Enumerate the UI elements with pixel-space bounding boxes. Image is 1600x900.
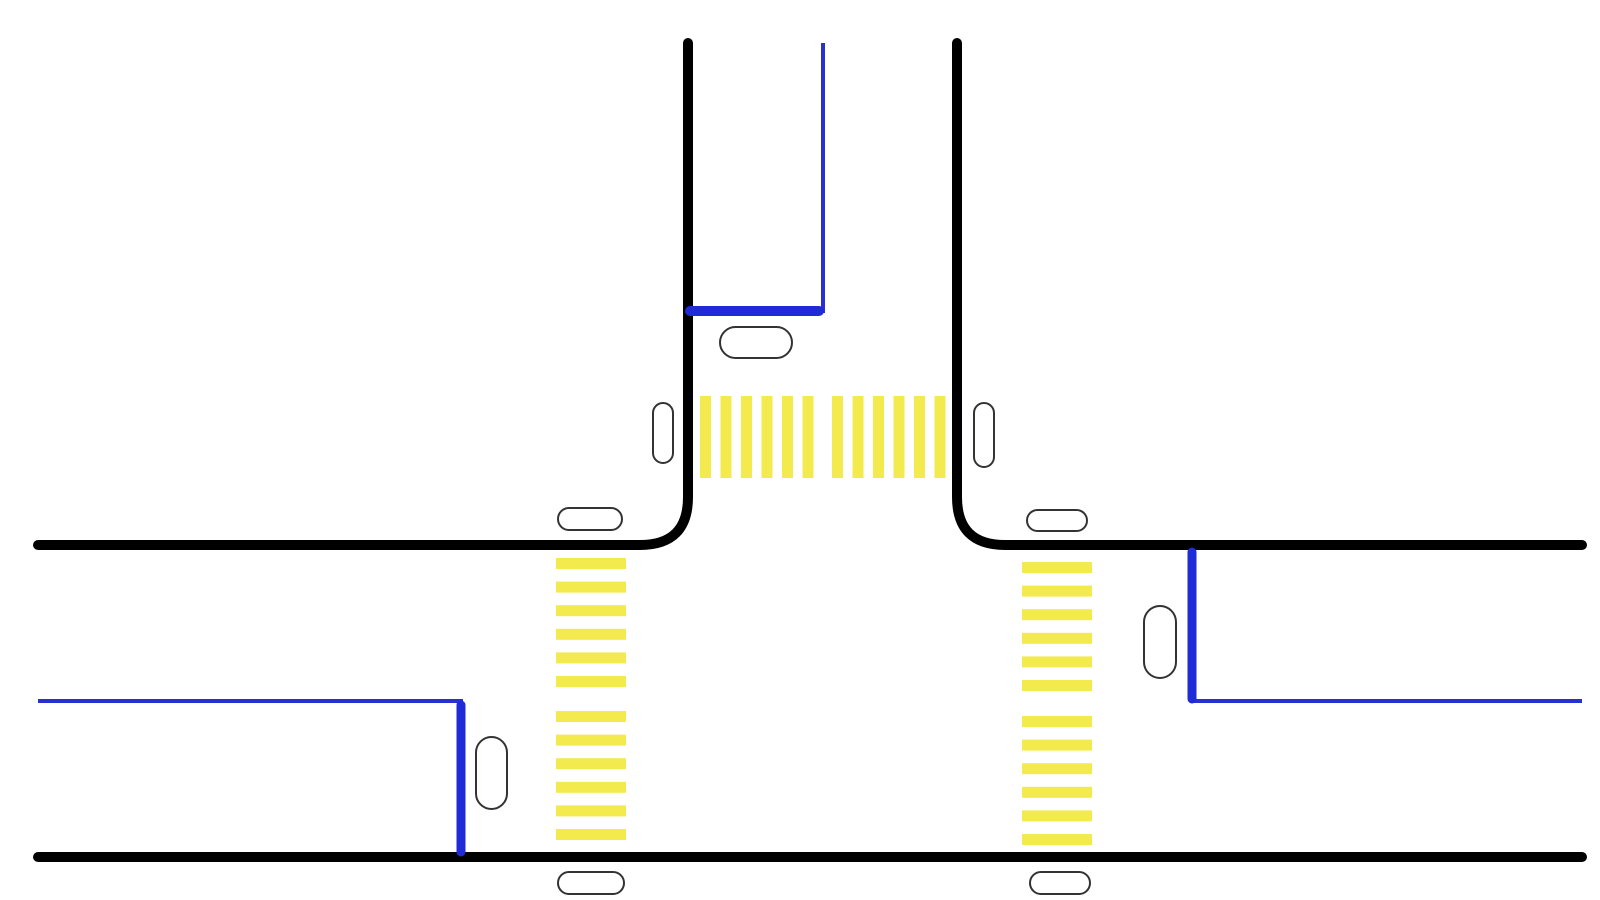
crosswalk-stripe [556, 628, 626, 640]
crosswalk-stripe [556, 558, 626, 569]
signal-head-west-curb [557, 507, 623, 531]
crosswalk-stripe [1022, 632, 1092, 644]
crosswalk-stripe [1022, 763, 1092, 775]
crosswalk-stripe [1022, 656, 1092, 668]
crosswalk-stripe [1022, 585, 1092, 597]
crosswalk-stripe [1022, 810, 1092, 822]
crosswalk-stripe [556, 805, 626, 817]
crosswalk-west [556, 558, 626, 840]
crosswalk-stripe [741, 396, 752, 478]
signal-head-east-curb [1026, 509, 1088, 532]
crosswalk-stripe [1022, 716, 1092, 727]
crosswalk-stripe [556, 581, 626, 593]
signal-head-north-approach [719, 326, 793, 359]
signal-head-north-left [652, 402, 674, 464]
crosswalk-stripe [1022, 786, 1092, 798]
crosswalk-stripe [1022, 562, 1092, 573]
lane-dividers [38, 43, 1582, 703]
crosswalk-east [1022, 562, 1092, 845]
crosswalk-stripe [700, 396, 711, 478]
crosswalk-stripe [556, 758, 626, 770]
crosswalk-stripe [1022, 609, 1092, 621]
signal-head-west-approach [475, 736, 508, 810]
crosswalk-stripe [852, 396, 864, 478]
signal-head-south-west [557, 871, 625, 895]
crosswalk-stripe [893, 396, 905, 478]
crosswalk-stripe [556, 652, 626, 664]
crosswalk-stripe [802, 396, 814, 478]
crosswalk-stripe [556, 781, 626, 793]
crosswalk-stripe [556, 734, 626, 746]
stop-lines [456, 306, 1197, 857]
crosswalk-stripe [934, 396, 946, 478]
crosswalk-stripe [832, 396, 843, 478]
crosswalk-stripe [873, 396, 884, 478]
crosswalk-stripe [761, 396, 773, 478]
signal-head-south-east [1029, 871, 1091, 895]
signal-heads [475, 326, 1177, 895]
crosswalk-stripe [556, 829, 626, 840]
crosswalk-stripe [1022, 680, 1092, 691]
crosswalk-stripe [556, 676, 626, 687]
crosswalk-stripe [782, 396, 793, 478]
crosswalk-stripe [914, 396, 925, 478]
crosswalk-stripe [1022, 834, 1092, 845]
crosswalk-stripe [556, 711, 626, 722]
signal-head-east-approach [1143, 605, 1177, 679]
crosswalk-stripe [1022, 739, 1092, 751]
curbs [33, 38, 1587, 862]
signal-head-north-right [973, 402, 995, 468]
curb-northeast [952, 38, 1587, 550]
crosswalk-north [700, 396, 946, 478]
crosswalk-stripe [720, 396, 732, 478]
crosswalk-stripe [556, 605, 626, 617]
curb-northwest [33, 38, 693, 550]
